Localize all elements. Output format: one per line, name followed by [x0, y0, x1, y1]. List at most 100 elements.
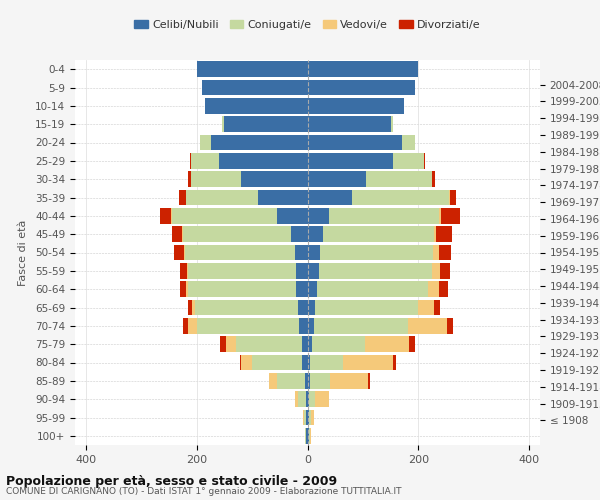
- Bar: [308, 300, 315, 316]
- Bar: [295, 392, 298, 407]
- Bar: [240, 354, 241, 370]
- Bar: [202, 80, 308, 96]
- Bar: [299, 318, 308, 334]
- Bar: [188, 300, 193, 316]
- Bar: [193, 300, 195, 316]
- Bar: [187, 263, 188, 278]
- Bar: [307, 410, 308, 426]
- Bar: [307, 392, 308, 407]
- Bar: [298, 300, 308, 316]
- Bar: [200, 134, 211, 150]
- Bar: [205, 98, 308, 114]
- Bar: [352, 190, 449, 206]
- Bar: [308, 336, 312, 352]
- Bar: [191, 153, 219, 168]
- Bar: [308, 116, 391, 132]
- Bar: [236, 336, 302, 352]
- Bar: [173, 244, 184, 260]
- Bar: [188, 172, 191, 187]
- Bar: [315, 392, 329, 407]
- Bar: [311, 410, 314, 426]
- Bar: [185, 244, 295, 260]
- Bar: [308, 244, 320, 260]
- Bar: [365, 172, 432, 187]
- Bar: [183, 318, 188, 334]
- Bar: [197, 62, 308, 77]
- Bar: [277, 373, 305, 388]
- Bar: [310, 428, 311, 444]
- Bar: [308, 373, 310, 388]
- Bar: [172, 208, 277, 224]
- Bar: [418, 300, 434, 316]
- Bar: [308, 62, 418, 77]
- Bar: [172, 226, 182, 242]
- Bar: [308, 354, 310, 370]
- Bar: [439, 208, 441, 224]
- Bar: [394, 153, 424, 168]
- Text: Popolazione per età, sesso e stato civile - 2009: Popolazione per età, sesso e stato civil…: [6, 475, 337, 488]
- Bar: [308, 392, 315, 407]
- Bar: [436, 226, 452, 242]
- Bar: [252, 354, 302, 370]
- Bar: [302, 410, 304, 426]
- Bar: [308, 428, 310, 444]
- Bar: [308, 98, 404, 114]
- Bar: [440, 263, 451, 278]
- Bar: [315, 300, 418, 316]
- Bar: [308, 80, 415, 96]
- Bar: [295, 244, 308, 260]
- Bar: [224, 116, 308, 132]
- Bar: [305, 373, 308, 388]
- Bar: [343, 354, 394, 370]
- Bar: [302, 354, 308, 370]
- Bar: [365, 336, 409, 352]
- Bar: [291, 226, 308, 242]
- Bar: [424, 153, 425, 168]
- Bar: [409, 336, 415, 352]
- Bar: [308, 190, 352, 206]
- Bar: [180, 282, 186, 297]
- Bar: [317, 282, 428, 297]
- Bar: [304, 410, 307, 426]
- Bar: [432, 172, 435, 187]
- Bar: [449, 190, 450, 206]
- Bar: [447, 318, 452, 334]
- Bar: [277, 208, 308, 224]
- Bar: [432, 263, 440, 278]
- Bar: [308, 410, 311, 426]
- Bar: [439, 244, 451, 260]
- Bar: [308, 153, 394, 168]
- Bar: [195, 300, 298, 316]
- Bar: [257, 190, 308, 206]
- Bar: [296, 263, 308, 278]
- Bar: [219, 153, 308, 168]
- Bar: [241, 354, 252, 370]
- Bar: [188, 318, 197, 334]
- Bar: [329, 373, 368, 388]
- Bar: [323, 226, 434, 242]
- Bar: [428, 282, 439, 297]
- Bar: [401, 134, 415, 150]
- Bar: [186, 190, 257, 206]
- Bar: [320, 244, 433, 260]
- Bar: [197, 318, 299, 334]
- Bar: [180, 263, 187, 278]
- Bar: [179, 190, 186, 206]
- Bar: [314, 318, 408, 334]
- Bar: [450, 190, 457, 206]
- Bar: [160, 208, 171, 224]
- Bar: [296, 282, 308, 297]
- Bar: [211, 134, 308, 150]
- Bar: [226, 336, 236, 352]
- Bar: [441, 208, 460, 224]
- Bar: [298, 392, 307, 407]
- Bar: [308, 172, 365, 187]
- Bar: [241, 172, 308, 187]
- Bar: [190, 153, 191, 168]
- Bar: [391, 116, 394, 132]
- Bar: [183, 226, 291, 242]
- Bar: [308, 282, 317, 297]
- Bar: [302, 336, 308, 352]
- Bar: [434, 226, 436, 242]
- Bar: [308, 134, 401, 150]
